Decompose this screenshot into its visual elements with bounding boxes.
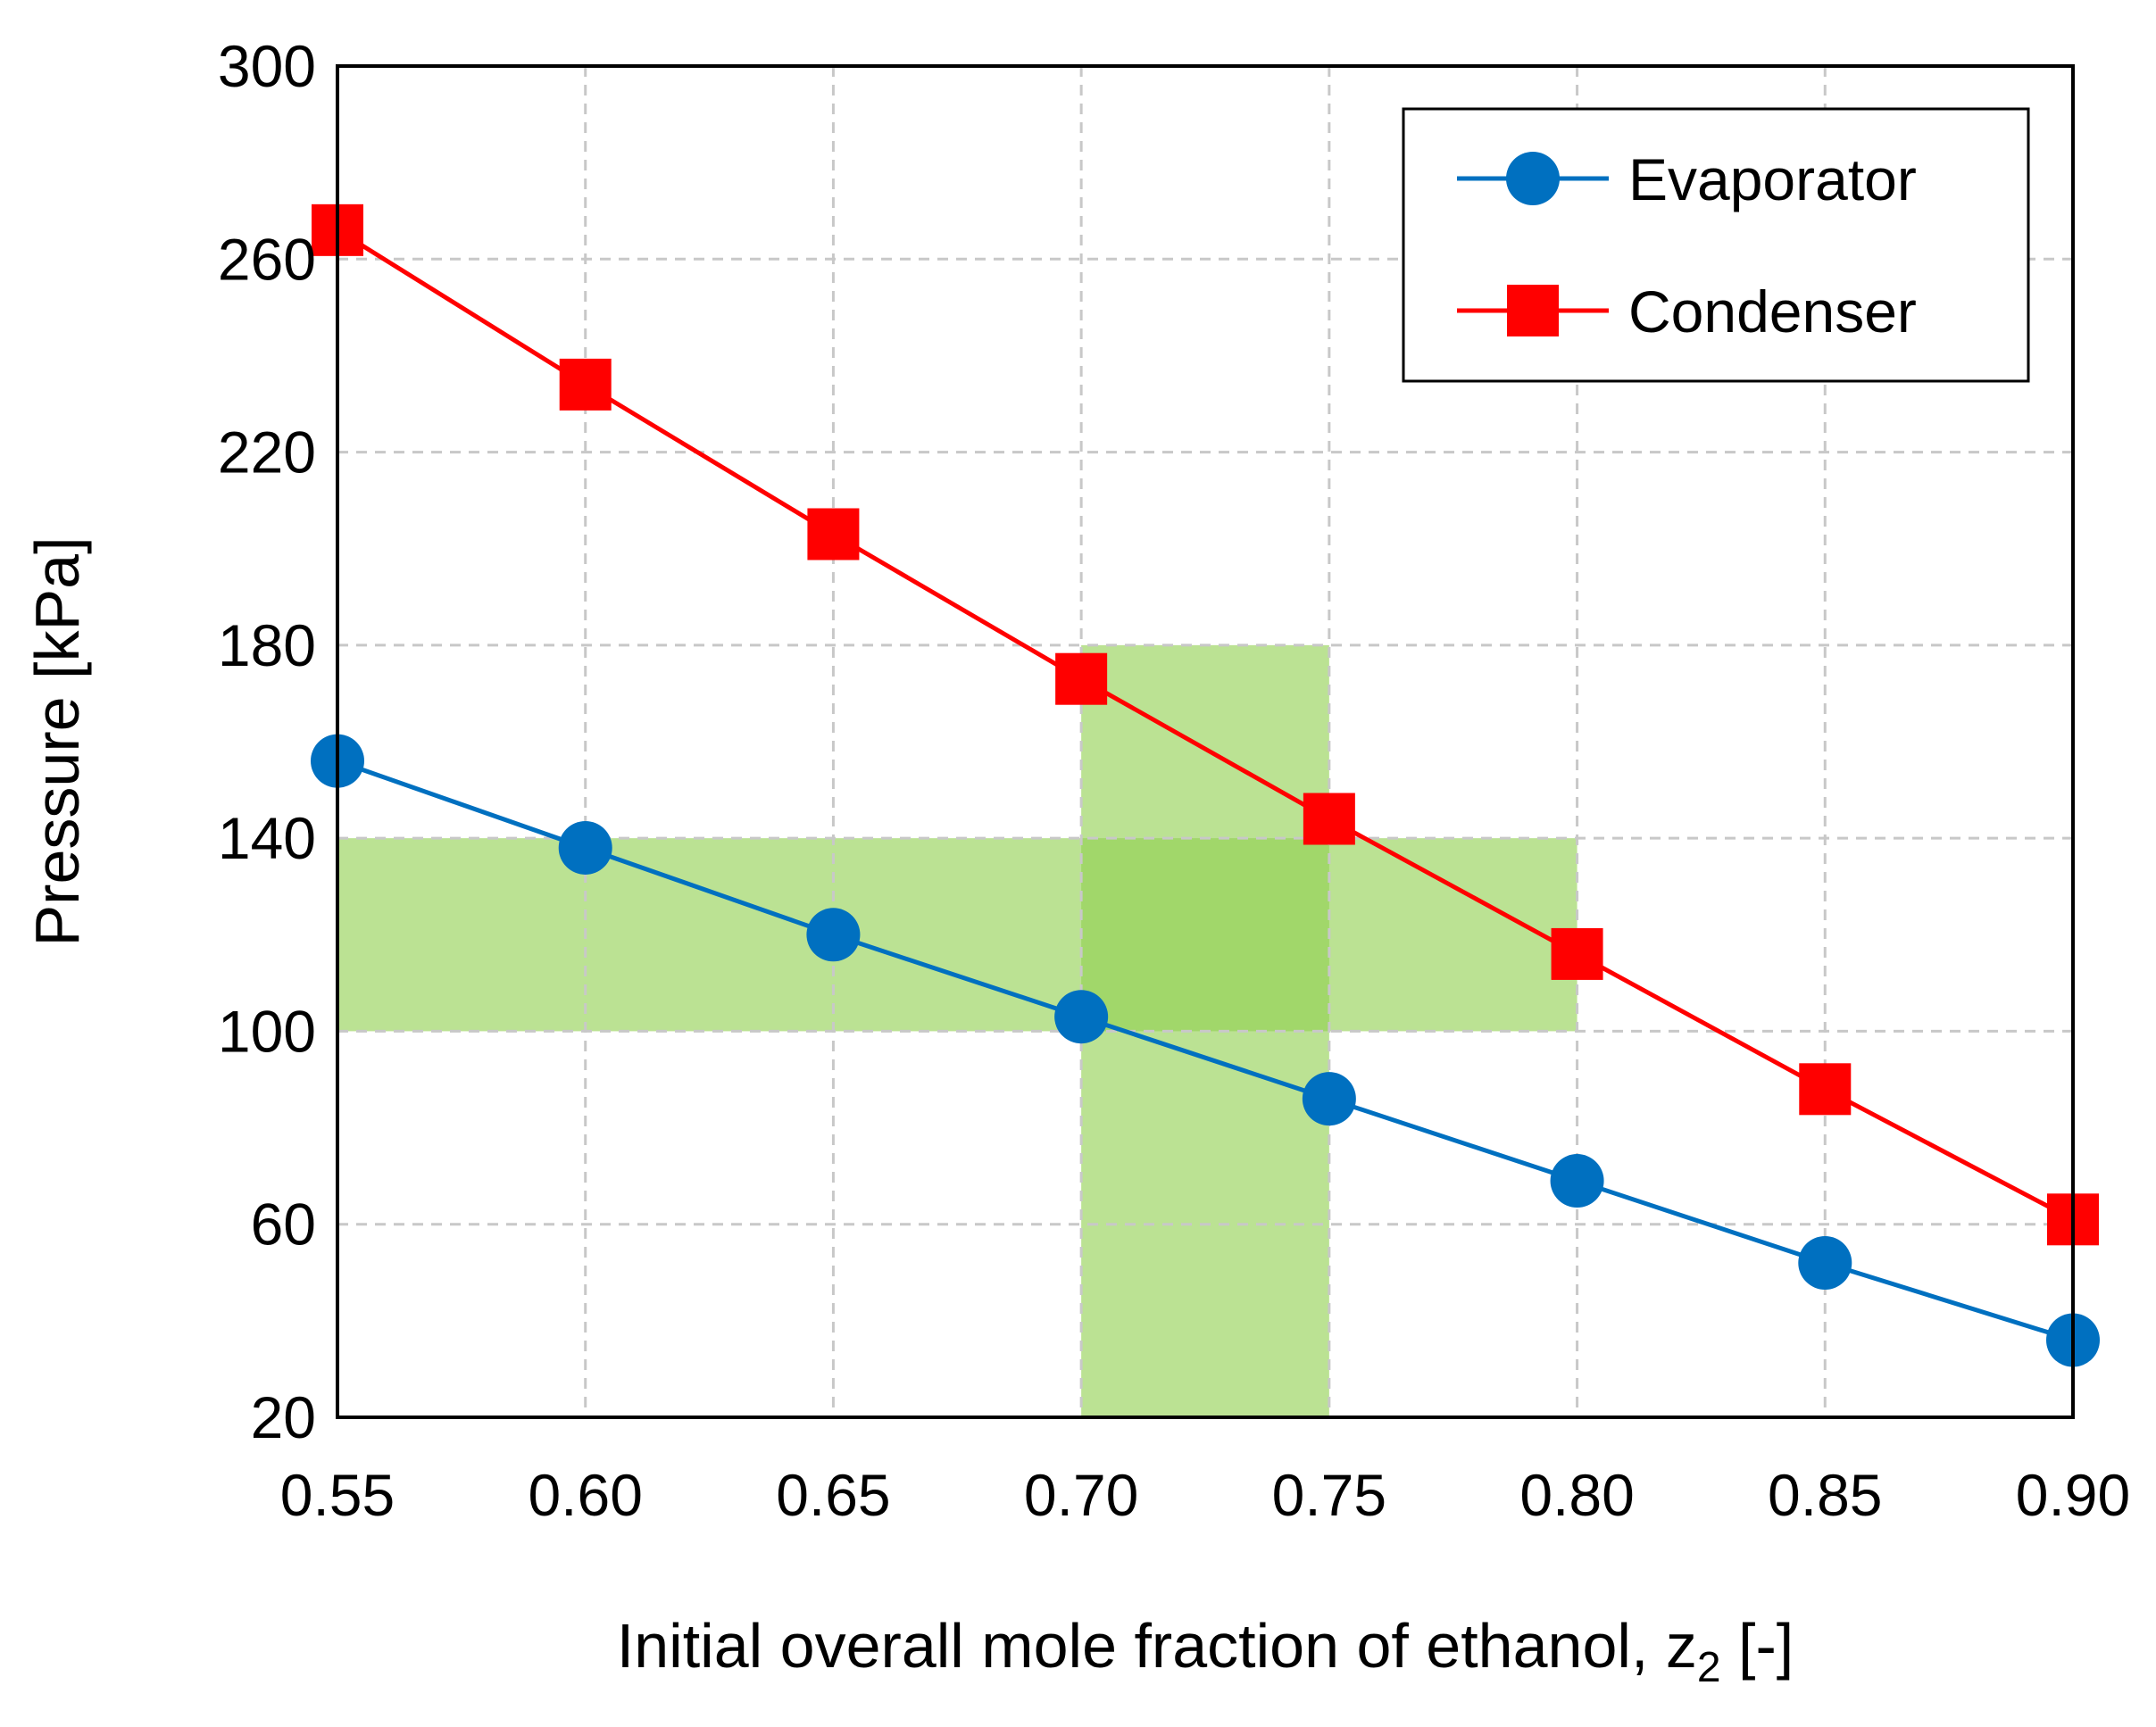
x-axis-title-suffix: [-] [1721, 1611, 1794, 1681]
y-tick-label: 20 [251, 1384, 316, 1450]
y-tick-label: 260 [218, 226, 316, 292]
x-axis-title-sub: 2 [1697, 1644, 1721, 1691]
data-point [1799, 1063, 1852, 1116]
legend-item-evaporator: Evaporator [1457, 146, 1917, 212]
x-tick-label: 0.60 [528, 1462, 642, 1528]
y-tick-label: 100 [218, 998, 316, 1064]
legend-label: Condenser [1628, 278, 1917, 345]
data-point [559, 358, 612, 411]
data-point [1798, 1235, 1852, 1290]
x-tick-label: 0.55 [280, 1462, 395, 1528]
x-tick-label: 0.85 [1768, 1462, 1882, 1528]
y-tick-labels: 20 60 100 140 180 220 260 300 [218, 33, 316, 1450]
data-point [1302, 1072, 1356, 1126]
data-point [1055, 652, 1108, 705]
series-line [336, 228, 2075, 1222]
series-group [311, 203, 2100, 1367]
x-tick-label: 0.90 [2016, 1462, 2130, 1528]
x-axis-title: Initial overall mole fraction of ethanol… [617, 1611, 1794, 1691]
legend-label: Evaporator [1628, 146, 1917, 212]
y-tick-label: 300 [218, 33, 316, 99]
x-tick-label: 0.80 [1519, 1462, 1634, 1528]
x-tick-label: 0.75 [1272, 1462, 1386, 1528]
data-point [558, 820, 612, 875]
highlight-region-horizontal [337, 838, 1577, 1032]
y-tick-label: 60 [251, 1191, 316, 1258]
data-point [1551, 927, 1603, 980]
data-point [806, 908, 861, 962]
x-tick-label: 0.65 [776, 1462, 890, 1528]
data-point [1550, 1154, 1604, 1208]
legend-item-condenser: Condenser [1457, 278, 1917, 345]
data-point [807, 508, 860, 560]
legend: Evaporator Condenser [1402, 107, 2030, 383]
y-axis-title: Pressure [kPa] [22, 536, 92, 946]
y-tick-label: 180 [218, 612, 316, 678]
x-tick-label: 0.70 [1024, 1462, 1138, 1528]
legend-marker [1507, 285, 1559, 336]
x-tick-labels: 0.55 0.60 0.65 0.70 0.75 0.80 0.85 0.90 [280, 1462, 2130, 1528]
y-tick-label: 140 [218, 805, 316, 871]
data-point [1054, 990, 1109, 1044]
series-line [337, 759, 2074, 1342]
y-tick-label: 220 [218, 419, 316, 486]
series-condenser [312, 203, 2099, 1246]
legend-marker [1506, 152, 1560, 205]
data-point [1303, 793, 1355, 845]
plot-frame [336, 64, 2075, 1419]
x-axis-title-main: Initial overall mole fraction of ethanol… [617, 1611, 1697, 1681]
series-evaporator [311, 734, 2100, 1367]
